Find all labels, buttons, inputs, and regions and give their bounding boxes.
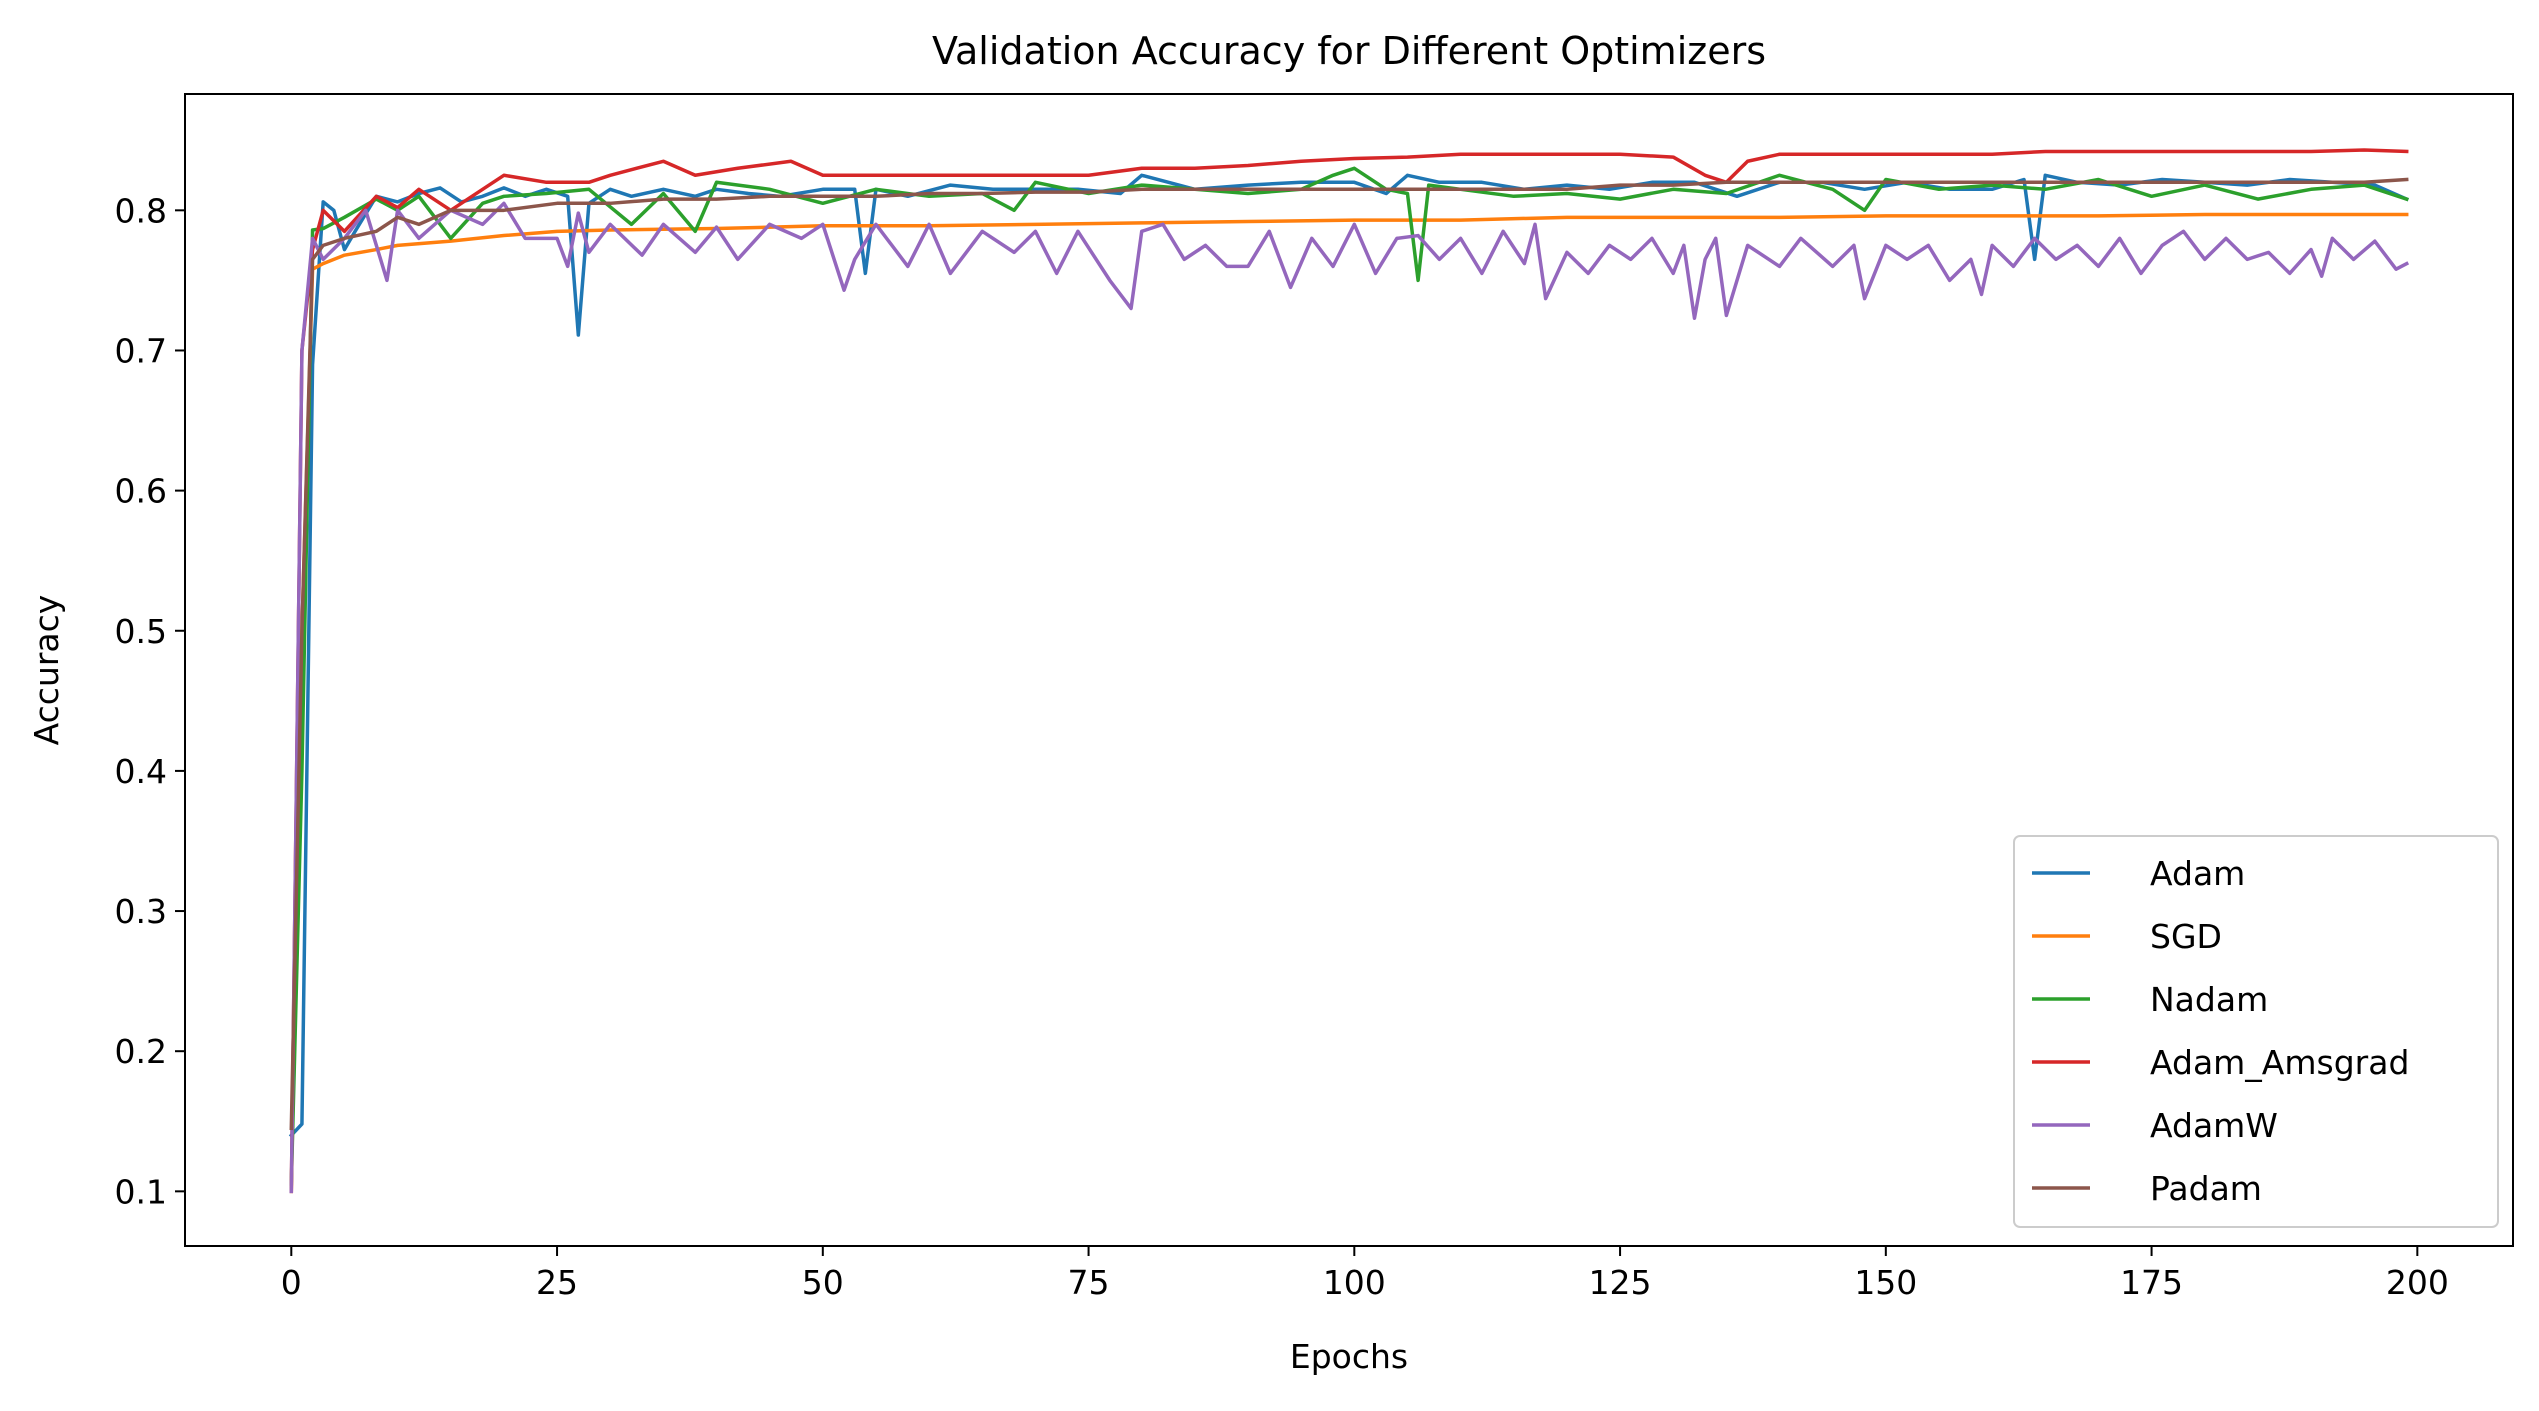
y-tick-label: 0.7 [115, 331, 167, 370]
legend-label: Padam [2150, 1169, 2262, 1208]
x-tick-label: 100 [1323, 1263, 1386, 1302]
series-line-padam [289, 177, 2409, 1131]
legend-label: Adam_Amsgrad [2150, 1043, 2409, 1082]
x-tick-label: 175 [2120, 1263, 2183, 1302]
x-tick-label: 125 [1589, 1263, 1652, 1302]
y-tick-label: 0.1 [115, 1172, 167, 1211]
legend-label: Adam [2150, 854, 2245, 893]
series-line-nadam [289, 166, 2409, 1187]
x-tick-label: 150 [1854, 1263, 1917, 1302]
y-axis: 0.1 0.2 0.3 0.4 0.5 0.6 0.7 0.8 [115, 191, 185, 1211]
y-axis-label: Accuracy [27, 595, 66, 746]
x-tick-label: 25 [536, 1263, 578, 1302]
x-axis: 0 25 50 75 100 125 150 175 200 [281, 1246, 2449, 1302]
y-tick-label: 0.4 [115, 752, 167, 791]
y-tick-label: 0.2 [115, 1032, 167, 1071]
series-line-adam-amsgrad [289, 148, 2409, 1194]
x-tick-label: 200 [2386, 1263, 2449, 1302]
plot-area [184, 93, 2514, 1247]
legend: Adam SGD Nadam Adam_Amsgrad AdamW Padam [2013, 835, 2499, 1228]
series-line-sgd [289, 212, 2409, 1194]
y-tick-label: 0.3 [115, 892, 167, 931]
series-line-adamw [289, 201, 2410, 1194]
x-tick-label: 0 [281, 1263, 302, 1302]
series-layer [288, 148, 2410, 1194]
legend-frame [2013, 835, 2499, 1228]
legend-label: Nadam [2150, 980, 2268, 1019]
y-tick-label: 0.8 [115, 191, 167, 230]
x-axis-label: Epochs [1290, 1337, 1408, 1376]
legend-label: AdamW [2150, 1106, 2278, 1145]
legend-label: SGD [2150, 917, 2222, 956]
x-tick-label: 75 [1068, 1263, 1110, 1302]
y-tick-label: 0.6 [115, 472, 167, 511]
x-tick-label: 50 [802, 1263, 844, 1302]
chart-title: Validation Accuracy for Different Optimi… [932, 29, 1766, 73]
y-tick-label: 0.5 [115, 612, 167, 651]
plot-frame [184, 93, 2514, 1247]
